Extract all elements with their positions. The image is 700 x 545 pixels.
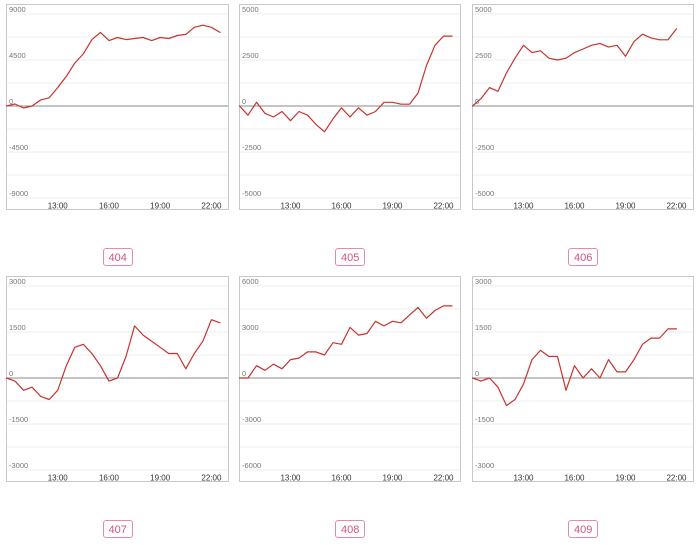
x-tick-label: 19:00 xyxy=(615,474,636,483)
x-tick-label: 22:00 xyxy=(201,202,222,211)
y-tick-label: 0 xyxy=(9,97,13,106)
y-tick-label: 3000 xyxy=(242,323,259,332)
x-tick-label: 13:00 xyxy=(48,474,69,483)
x-tick-label: 19:00 xyxy=(150,202,171,211)
y-tick-label: -6000 xyxy=(242,461,261,470)
x-tick-label: 22:00 xyxy=(666,202,687,211)
y-tick-label: -3000 xyxy=(475,461,494,470)
y-tick-label: -2500 xyxy=(475,143,494,152)
y-tick-label: 5000 xyxy=(475,5,492,14)
y-tick-label: -4500 xyxy=(9,143,28,152)
x-tick-label: 19:00 xyxy=(615,202,636,211)
x-tick-label: 13:00 xyxy=(48,202,69,211)
y-tick-label: 9000 xyxy=(9,5,26,14)
series-line xyxy=(471,28,678,107)
x-tick-label: 16:00 xyxy=(331,474,352,483)
x-tick-label: 16:00 xyxy=(99,474,120,483)
y-tick-label: -1500 xyxy=(9,415,28,424)
x-tick-label: 22:00 xyxy=(201,474,222,483)
chart-panel-408: 6000 3000 0 -3000 -6000 13:00 16:00 19:00 22:00 xyxy=(238,276,461,483)
chart-frame xyxy=(472,4,694,210)
x-tick-label: 22:00 xyxy=(666,474,687,483)
x-tick-label: 22:00 xyxy=(433,474,454,483)
chart-panel-407: 3000 1500 0 -1500 -3000 13:00 16:00 19:00 22:00 xyxy=(5,276,229,483)
x-tick-label: 19:00 xyxy=(382,202,403,211)
y-tick-label: 5000 xyxy=(242,5,259,14)
chart-svg: 3000 1500 0 -1500 -3000 13:00 16:00 19:00 22:00 xyxy=(471,276,694,483)
chart-svg: 5000 2500 0 -2500 -5000 13:00 16:00 19:00 22:00 xyxy=(238,4,461,211)
x-tick-label: 22:00 xyxy=(433,202,454,211)
x-tick-label: 13:00 xyxy=(513,202,534,211)
chart-panel-404: 9000 4500 0 -4500 -9000 13:00 16:00 19:00 22:00 xyxy=(5,4,229,211)
chart-id-badge[interactable]: 405 xyxy=(335,248,366,266)
chart-frame xyxy=(472,276,694,482)
y-tick-label: 2500 xyxy=(475,51,492,60)
chart-frame xyxy=(6,4,229,210)
y-tick-label: 0 xyxy=(242,97,246,106)
series-line xyxy=(238,35,453,133)
x-tick-label: 16:00 xyxy=(564,474,585,483)
chart-id-badge[interactable]: 408 xyxy=(335,520,366,538)
y-tick-label: 6000 xyxy=(242,277,259,286)
x-tick-label: 13:00 xyxy=(280,202,301,211)
x-tick-label: 16:00 xyxy=(331,202,352,211)
chart-svg: 3000 1500 0 -1500 -3000 13:00 16:00 19:00 22:00 xyxy=(5,276,229,483)
chart-panel-409: 3000 1500 0 -1500 -3000 13:00 16:00 19:00 22:00 xyxy=(471,276,694,483)
y-tick-label: 1500 xyxy=(475,323,492,332)
y-tick-label: 3000 xyxy=(9,277,26,286)
x-tick-label: 16:00 xyxy=(99,202,120,211)
y-tick-label: 0 xyxy=(475,369,479,378)
chart-frame xyxy=(239,4,461,210)
y-tick-label: -1500 xyxy=(475,415,494,424)
chart-svg: 6000 3000 0 -3000 -6000 13:00 16:00 19:00 22:00 xyxy=(238,276,461,483)
y-tick-label: 3000 xyxy=(475,277,492,286)
x-tick-label: 19:00 xyxy=(150,474,171,483)
series-line xyxy=(5,24,221,109)
x-tick-label: 16:00 xyxy=(564,202,585,211)
x-tick-label: 13:00 xyxy=(513,474,534,483)
chart-id-badge[interactable]: 409 xyxy=(568,520,599,538)
chart-panel-406: 5000 2500 0 -2500 -5000 13:00 16:00 19:00 22:00 xyxy=(471,4,694,211)
y-tick-label: -3000 xyxy=(242,415,261,424)
y-tick-label: 2500 xyxy=(242,51,259,60)
y-tick-label: -9000 xyxy=(9,189,28,198)
series-line xyxy=(238,305,453,379)
y-tick-label: 0 xyxy=(9,369,13,378)
y-tick-label: 0 xyxy=(242,369,246,378)
chart-frame xyxy=(6,276,229,482)
chart-svg: 9000 4500 0 -4500 -9000 13:00 16:00 19:00 22:00 xyxy=(5,4,229,211)
y-tick-label: -3000 xyxy=(9,461,28,470)
chart-id-badge[interactable]: 404 xyxy=(102,248,133,266)
chart-frame xyxy=(239,276,461,482)
chart-panel-405: 5000 2500 0 -2500 -5000 13:00 16:00 19:00 22:00 xyxy=(238,4,461,211)
chart-id-badge[interactable]: 406 xyxy=(568,248,599,266)
y-tick-label: -5000 xyxy=(242,189,261,198)
y-tick-label: 4500 xyxy=(9,51,26,60)
series-line xyxy=(5,319,221,401)
x-tick-label: 19:00 xyxy=(382,474,403,483)
y-tick-label: -2500 xyxy=(242,143,261,152)
y-tick-label: 1500 xyxy=(9,323,26,332)
x-tick-label: 13:00 xyxy=(280,474,301,483)
y-tick-label: -5000 xyxy=(475,189,494,198)
series-line xyxy=(471,328,678,407)
chart-id-badge[interactable]: 407 xyxy=(102,520,133,538)
